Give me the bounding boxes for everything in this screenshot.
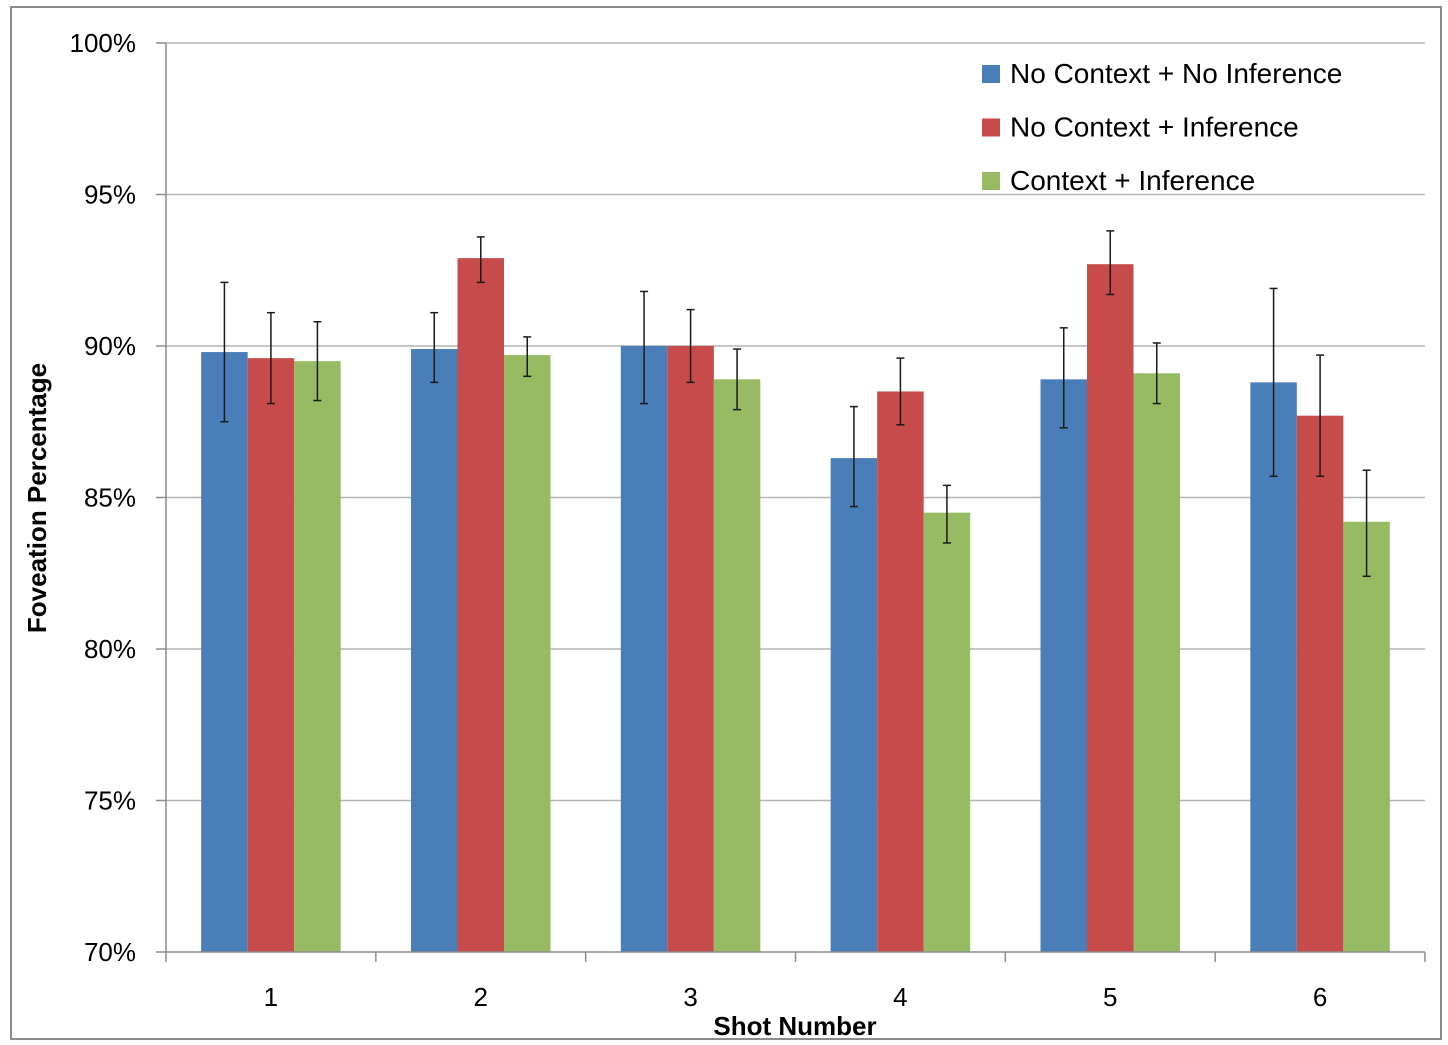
error-bars bbox=[220, 230, 1371, 578]
x-tick-label: 1 bbox=[264, 982, 278, 1012]
legend-swatch bbox=[982, 172, 1000, 190]
bar bbox=[1087, 264, 1134, 952]
bar bbox=[247, 358, 295, 952]
y-tick-label: 70% bbox=[84, 937, 136, 967]
bar bbox=[620, 346, 668, 952]
legend-label: No Context + No Inference bbox=[1010, 58, 1342, 89]
y-tick-label: 85% bbox=[84, 483, 136, 513]
x-tick-labels: 1 2 3 4 5 6 bbox=[264, 982, 1328, 1012]
legend-label: Context + Inference bbox=[1010, 165, 1255, 196]
x-tick-label: 2 bbox=[474, 982, 488, 1012]
bar bbox=[504, 355, 551, 953]
bar bbox=[713, 379, 761, 953]
bar bbox=[830, 458, 878, 952]
y-tick-label: 95% bbox=[84, 180, 136, 210]
bar bbox=[201, 352, 248, 952]
bar bbox=[923, 512, 971, 952]
y-tick-label: 80% bbox=[84, 634, 136, 664]
bar bbox=[1250, 382, 1297, 952]
bar bbox=[457, 258, 504, 952]
bar bbox=[294, 361, 341, 952]
y-axis-title: Foveation Percentage bbox=[22, 363, 52, 633]
legend: No Context + No Inference No Context + In… bbox=[982, 58, 1342, 196]
bar bbox=[1296, 415, 1344, 952]
bars bbox=[201, 258, 1390, 953]
bar bbox=[1133, 373, 1180, 952]
y-tick-label: 75% bbox=[84, 786, 136, 816]
x-tick-label: 6 bbox=[1313, 982, 1327, 1012]
y-tick-label: 90% bbox=[84, 331, 136, 361]
bar bbox=[1040, 379, 1087, 953]
x-tick-label: 3 bbox=[683, 982, 697, 1012]
bar bbox=[877, 391, 924, 952]
legend-swatch bbox=[982, 118, 1000, 137]
x-axis-title: Shot Number bbox=[713, 1011, 876, 1041]
bar bbox=[411, 349, 458, 952]
y-tick-labels: 70% 75% 80% 85% 90% 95% 100% bbox=[70, 28, 137, 967]
x-tick-label: 4 bbox=[893, 982, 907, 1012]
legend-swatch bbox=[982, 65, 1000, 83]
bar bbox=[1343, 521, 1390, 952]
legend-label: No Context + Inference bbox=[1010, 112, 1299, 143]
gridlines bbox=[166, 42, 1425, 802]
x-tick-label: 5 bbox=[1103, 982, 1117, 1012]
bar bbox=[667, 346, 714, 952]
axes bbox=[156, 42, 1426, 962]
y-tick-label: 100% bbox=[70, 28, 137, 58]
